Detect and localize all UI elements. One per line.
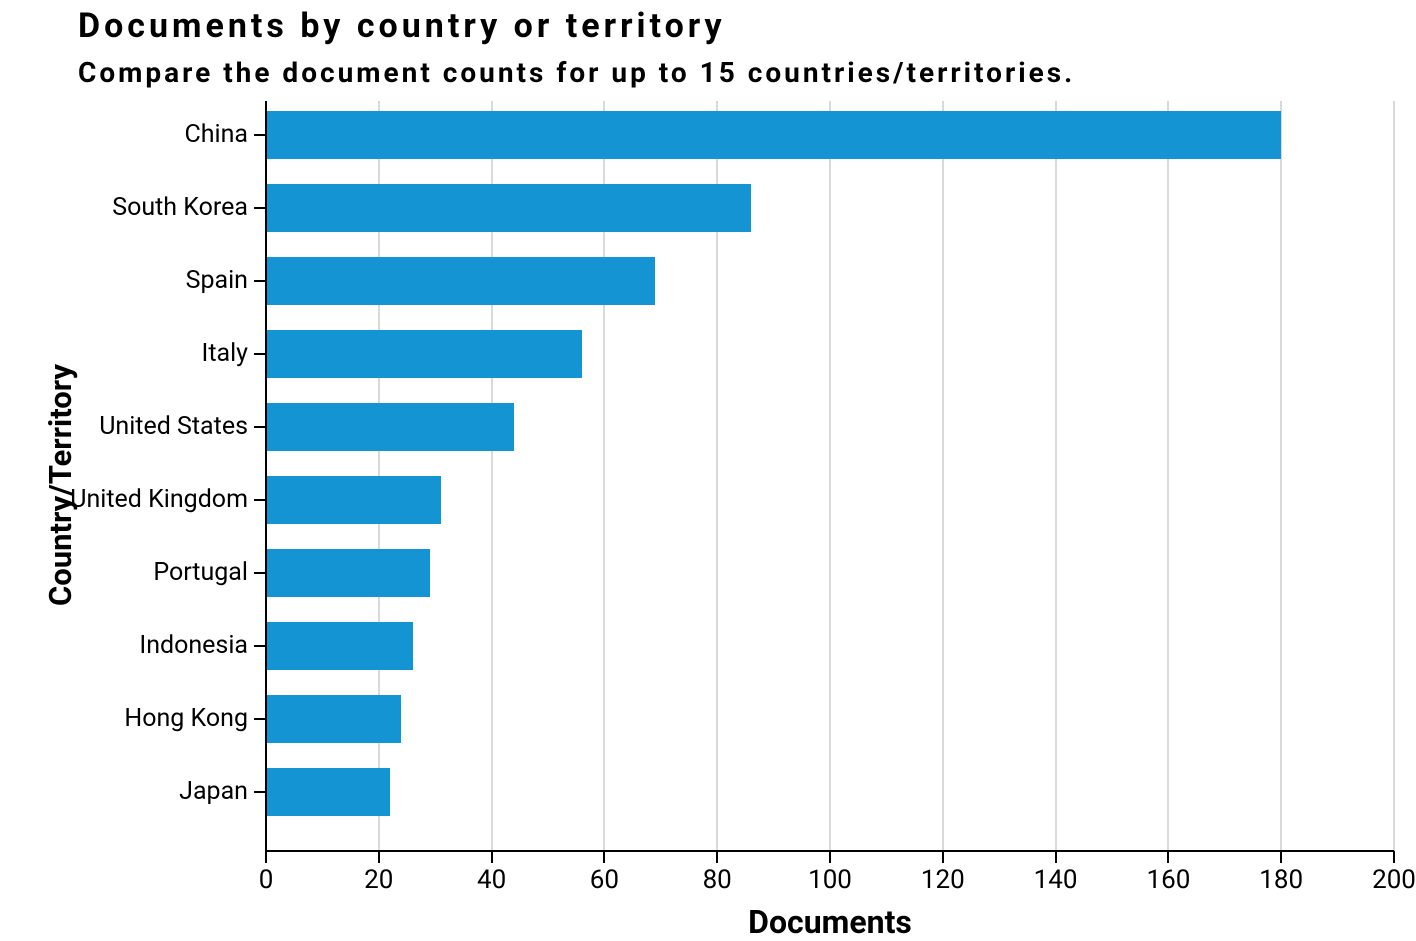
x-tick-label: 0 (259, 865, 274, 895)
x-tick-label: 140 (1034, 865, 1078, 895)
x-tick-label: 60 (590, 865, 619, 895)
x-tick-label: 160 (1146, 865, 1190, 895)
x-tick-mark (1280, 851, 1282, 863)
y-tick-label: Italy (202, 339, 248, 368)
chart-title: Documents by country or territory (78, 6, 726, 46)
bar (266, 549, 430, 597)
x-tick-label: 120 (921, 865, 965, 895)
gridline (829, 101, 831, 851)
y-tick-label: United States (99, 412, 248, 441)
y-axis-line (265, 101, 267, 851)
x-tick-label: 80 (703, 865, 732, 895)
y-tick-label: Spain (186, 266, 248, 295)
bar (266, 403, 514, 451)
y-tick-label: China (184, 120, 248, 149)
x-tick-label: 100 (808, 865, 852, 895)
y-tick-label: Portugal (153, 558, 248, 587)
x-tick-mark (942, 851, 944, 863)
y-tick-label: United Kingdom (70, 485, 248, 514)
bar (266, 330, 582, 378)
x-tick-label: 20 (364, 865, 393, 895)
x-tick-mark (1393, 851, 1395, 863)
plot-area (266, 101, 1394, 851)
y-tick-label: Indonesia (139, 631, 248, 660)
x-tick-label: 180 (1259, 865, 1303, 895)
y-tick-label: South Korea (112, 193, 248, 222)
bar (266, 257, 655, 305)
x-tick-mark (829, 851, 831, 863)
chart-container: Documents by country or territory Compar… (0, 0, 1416, 940)
x-axis-title: Documents (748, 903, 912, 941)
x-tick-mark (1167, 851, 1169, 863)
x-tick-mark (378, 851, 380, 863)
gridline (1280, 101, 1282, 851)
y-tick-label: Hong Kong (124, 704, 248, 733)
bar (266, 111, 1281, 159)
gridline (1055, 101, 1057, 851)
x-tick-label: 200 (1372, 865, 1416, 895)
y-tick-label: Japan (179, 777, 248, 806)
bar (266, 622, 413, 670)
x-tick-mark (265, 851, 267, 863)
gridline (1167, 101, 1169, 851)
chart-subtitle: Compare the document counts for up to 15… (78, 56, 1075, 89)
x-tick-mark (1055, 851, 1057, 863)
bar (266, 184, 751, 232)
x-tick-mark (491, 851, 493, 863)
gridline (1393, 101, 1395, 851)
bar (266, 476, 441, 524)
bar (266, 695, 401, 743)
x-tick-mark (716, 851, 718, 863)
bar (266, 768, 390, 816)
gridline (942, 101, 944, 851)
x-tick-label: 40 (477, 865, 506, 895)
x-axis-line (266, 850, 1394, 852)
x-tick-mark (603, 851, 605, 863)
